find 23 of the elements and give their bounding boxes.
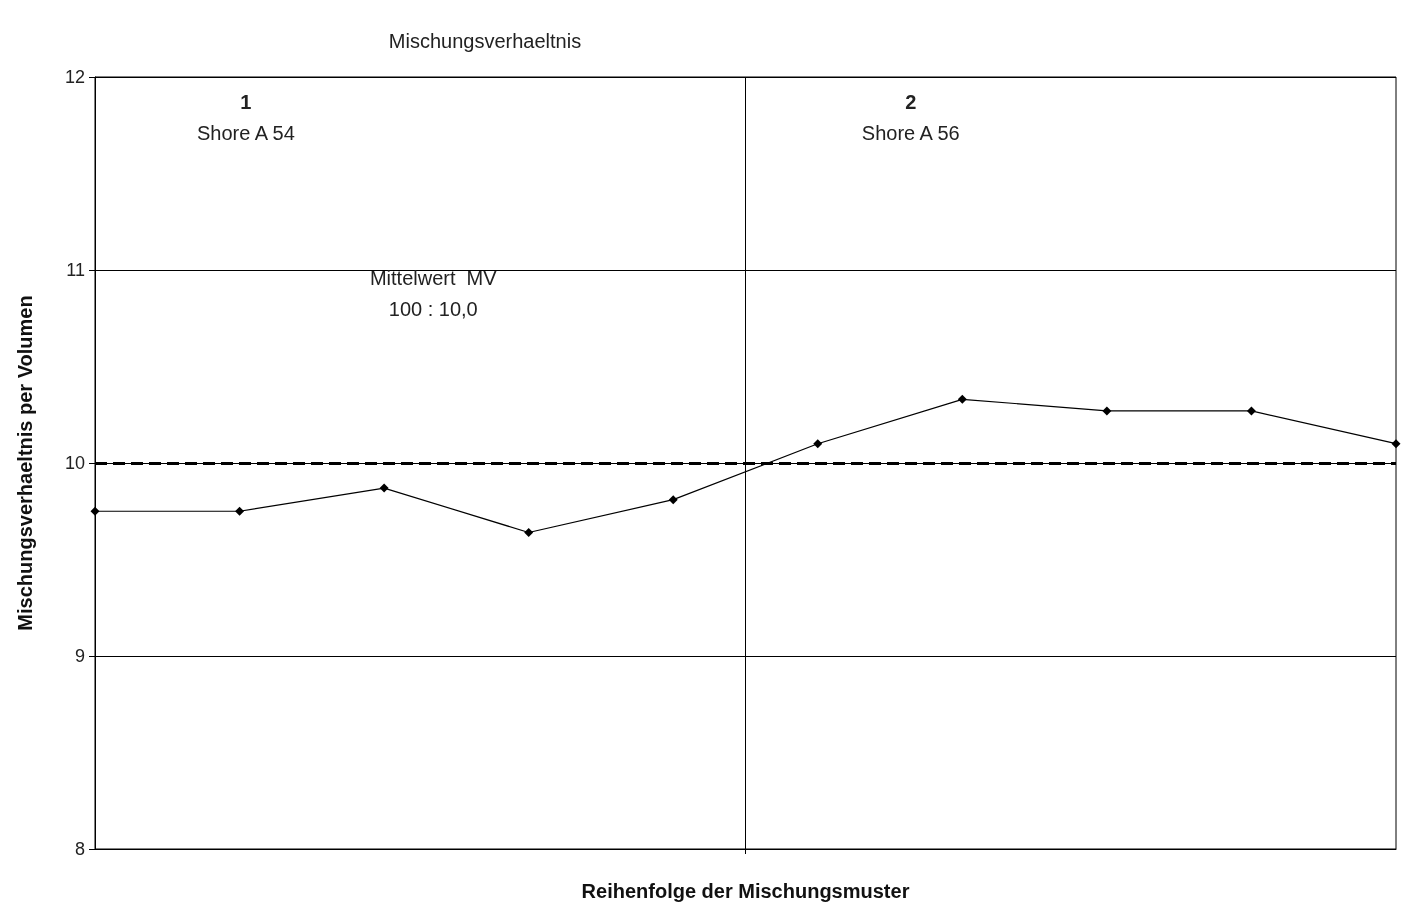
point bbox=[235, 506, 245, 516]
chart-title: Mischungsverhaeltnis bbox=[388, 30, 582, 52]
point bbox=[813, 439, 823, 449]
point bbox=[1391, 439, 1401, 449]
point bbox=[957, 394, 967, 404]
point bbox=[1246, 406, 1256, 416]
annotation: 1 bbox=[240, 91, 252, 113]
y-axis-title: Mischungsverhaeltnis per Volumen bbox=[14, 295, 36, 631]
point bbox=[1102, 406, 1112, 416]
y-tick-label: 12 bbox=[64, 67, 85, 87]
point bbox=[524, 527, 534, 537]
y-tick-label: 10 bbox=[64, 453, 85, 473]
y-tick-label: 9 bbox=[74, 646, 85, 666]
point bbox=[90, 506, 100, 516]
ref-line-label: Mittelwert MV 100 : 10,0 bbox=[369, 266, 498, 320]
point bbox=[379, 483, 389, 493]
y-tick-label: 8 bbox=[74, 839, 85, 859]
annotation: 2 bbox=[905, 91, 917, 113]
x-axis-title: Reihenfolge der Mischungsmuster bbox=[581, 880, 910, 902]
annotation: Shore A 54 bbox=[196, 122, 295, 144]
annotation: Shore A 56 bbox=[861, 122, 960, 144]
y-tick-label: 11 bbox=[66, 260, 85, 280]
point bbox=[668, 495, 678, 505]
